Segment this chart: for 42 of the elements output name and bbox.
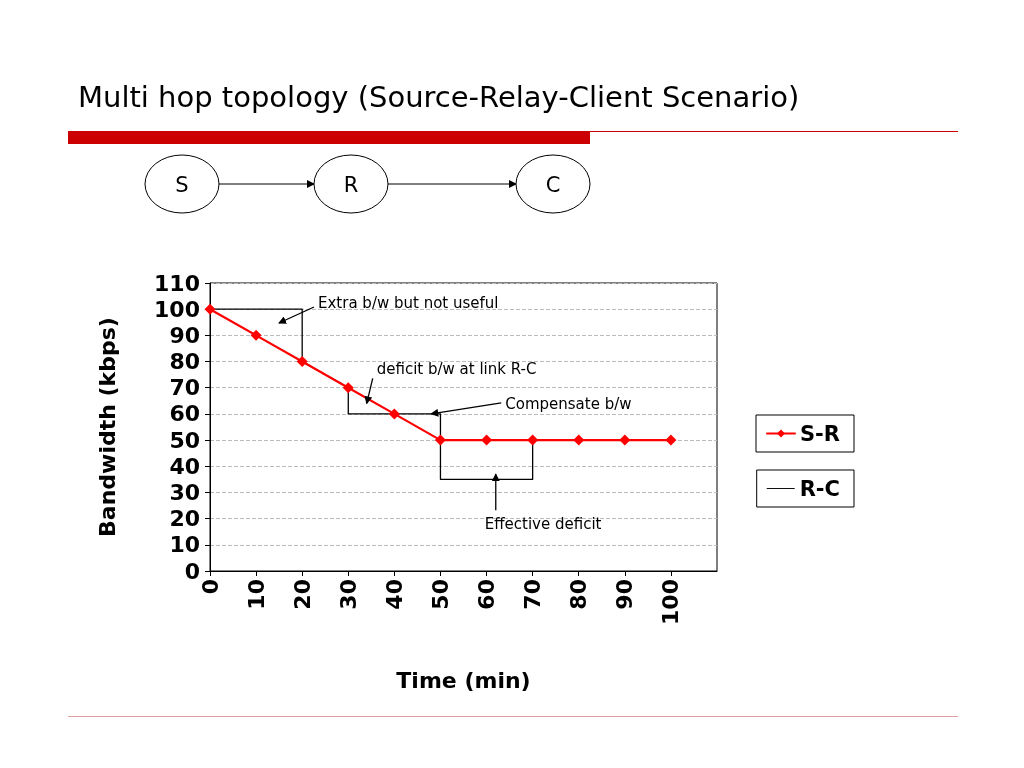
point bbox=[204, 303, 216, 315]
y-axis-title: Bandwidth (kbps) bbox=[94, 317, 120, 537]
legend-label: R-C bbox=[799, 476, 841, 501]
x-axis-title: Time (min) bbox=[396, 667, 531, 693]
y-tick-label: 50 bbox=[169, 427, 200, 453]
y-tick-label: 60 bbox=[169, 401, 200, 427]
legend-label: S-R bbox=[799, 421, 840, 446]
chart-title: Multi hop topology (Source-Relay-Client Scenario) bbox=[78, 80, 800, 114]
y-tick-label: 40 bbox=[169, 453, 200, 479]
x-tick-label: 90 bbox=[612, 579, 638, 610]
x-tick-label: 70 bbox=[520, 579, 546, 610]
annotation: Effective deficit bbox=[484, 515, 602, 534]
annotation: deficit b/w at link R-C bbox=[376, 360, 537, 379]
x-tick-label: 10 bbox=[243, 579, 269, 610]
x-tick-label: 20 bbox=[289, 579, 315, 610]
y-tick-label: 90 bbox=[169, 322, 200, 348]
point bbox=[388, 408, 400, 420]
y-tick-label: 70 bbox=[169, 375, 200, 401]
x-tick-label: 100 bbox=[658, 579, 684, 625]
y-tick-label: 100 bbox=[154, 296, 200, 322]
x-tick-label: 0 bbox=[197, 579, 223, 595]
point bbox=[342, 382, 354, 394]
point bbox=[250, 329, 262, 341]
y-tick-label: 10 bbox=[169, 532, 200, 558]
annotation: Compensate b/w bbox=[505, 394, 632, 413]
y-tick-label: 30 bbox=[169, 479, 200, 505]
x-tick-label: 80 bbox=[566, 579, 592, 610]
x-tick-label: 50 bbox=[427, 579, 453, 610]
x-tick-label: 30 bbox=[335, 579, 361, 610]
point bbox=[434, 434, 446, 446]
node-diagram: S R C bbox=[144, 154, 591, 214]
y-tick-label: 110 bbox=[154, 270, 200, 296]
y-tick-label: 0 bbox=[184, 558, 200, 584]
point bbox=[665, 434, 677, 446]
y-tick-label: 80 bbox=[169, 349, 200, 375]
point bbox=[619, 434, 631, 446]
point bbox=[573, 434, 585, 446]
x-tick-label: 60 bbox=[474, 579, 500, 610]
annotation: Extra b/w but not useful bbox=[318, 294, 499, 312]
point bbox=[296, 356, 308, 368]
y-tick-label: 20 bbox=[169, 506, 200, 532]
x-tick-label: 40 bbox=[381, 579, 407, 610]
